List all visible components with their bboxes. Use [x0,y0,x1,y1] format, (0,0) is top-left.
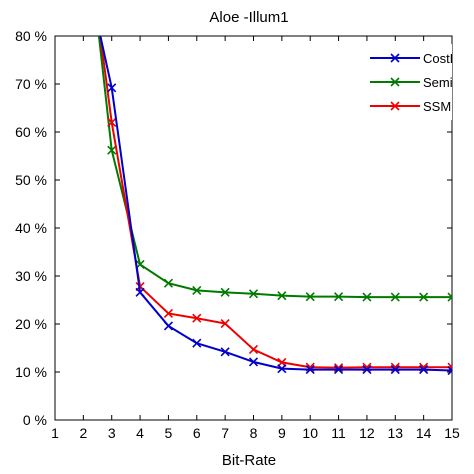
x-tick-label: 7 [221,425,229,441]
x-tick-label: 9 [278,425,286,441]
x-tick-label: 6 [193,425,201,441]
data-point-marker [107,145,117,155]
y-tick-label: 60 % [15,124,47,140]
legend-label: CostFil [423,51,464,66]
legend-marker [390,53,400,63]
data-point-marker [362,365,372,375]
x-tick-label: 5 [165,425,173,441]
data-point-marker [334,292,344,302]
y-tick-label: 80 % [15,28,47,44]
legend-label: SemiG [423,75,463,90]
x-tick-label: 8 [250,425,258,441]
y-tick-label: 50 % [15,172,47,188]
y-tick-label: 30 % [15,268,47,284]
x-tick-label: 3 [108,425,116,441]
data-point-marker [163,321,173,331]
x-tick-label: 14 [416,425,432,441]
data-point-marker [192,338,202,348]
legend: CostFil SemiG SSMP [366,44,464,120]
data-point-marker [220,318,230,329]
x-tick-label: 13 [387,425,403,441]
x-tick-label: 10 [302,425,318,441]
legend-marker [390,77,400,87]
data-point-marker [135,287,145,297]
data-point-marker [277,291,287,301]
x-tick-label: 1 [51,425,59,441]
data-point-marker [447,292,452,302]
data-point-marker [248,357,259,367]
data-point-marker [419,292,429,302]
x-axis: 1 2 3 4 5 6 7 8 9 10 11 12 13 14 15 [51,36,460,441]
data-point-marker [419,365,429,375]
data-point-marker [220,347,230,357]
data-point-marker [107,83,117,93]
series-layer [97,36,452,376]
data-point-marker [220,287,230,297]
data-point-marker [305,292,315,302]
data-point-marker [334,365,344,375]
y-tick-label: 20 % [15,316,47,332]
data-point-marker [390,292,400,302]
x-tick-label: 2 [79,425,87,441]
y-tick-label: 40 % [15,220,47,236]
data-point-marker [248,344,259,355]
data-point-marker [107,117,117,127]
data-point-marker [163,308,173,319]
x-tick-label: 15 [444,425,460,441]
data-point-marker [390,365,400,375]
data-point-marker [192,313,202,323]
legend-marker [390,101,400,111]
data-point-marker [447,365,452,376]
x-tick-label: 11 [331,425,346,441]
series-line-costfil [99,36,452,372]
data-point-marker [277,364,287,374]
data-point-marker [305,365,315,375]
x-axis-title: Bit-Rate [222,452,276,469]
x-tick-label: 12 [359,425,375,441]
data-point-marker [163,278,173,288]
y-axis: 0 % 10 % 20 % 30 % 40 % 50 % 60 % 70 % 80 % [15,28,452,428]
y-tick-label: 70 % [15,76,47,92]
series-line-semig [97,36,452,299]
chart-title: Aloe -Illum1 [209,9,288,26]
data-point-marker [248,289,259,299]
series-line-ssmp [99,36,452,369]
legend-label: SSMP [423,99,460,114]
data-point-marker [362,292,372,302]
y-tick-label: 0 % [23,412,47,428]
x-tick-label: 4 [136,425,144,441]
data-point-marker [192,285,202,295]
y-tick-label: 10 % [15,364,47,380]
